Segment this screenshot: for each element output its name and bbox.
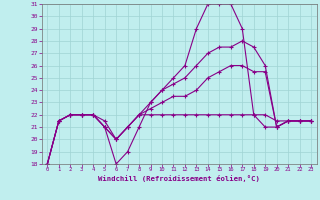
- X-axis label: Windchill (Refroidissement éolien,°C): Windchill (Refroidissement éolien,°C): [98, 175, 260, 182]
